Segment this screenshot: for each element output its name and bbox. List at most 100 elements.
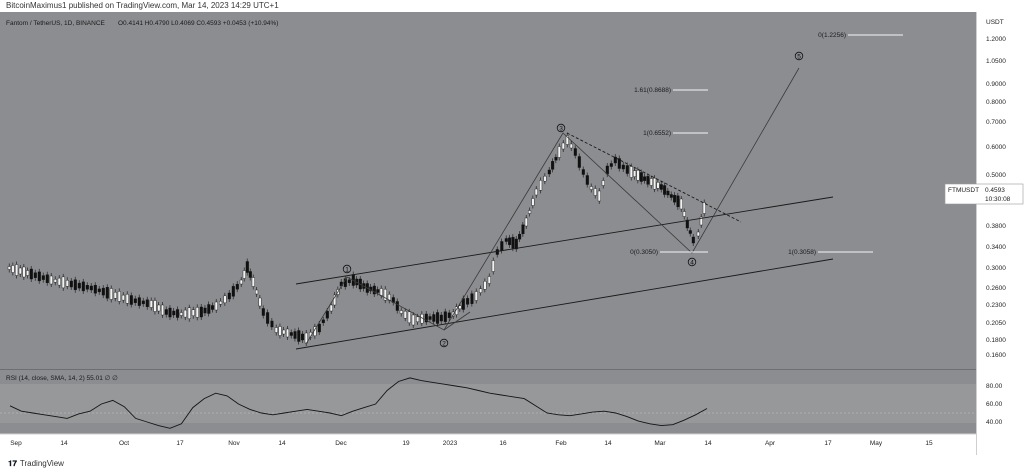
candle-up [11,265,15,273]
time-tick-label: Nov [228,440,240,447]
candle-up [183,309,187,318]
candle-down [297,330,301,342]
candle-down [639,172,643,182]
candle-up [561,142,565,150]
candle-up [179,312,183,316]
price-pane[interactable] [0,12,976,369]
candle-up [53,279,57,283]
candles [7,132,706,346]
tradingview-logo-icon: 𝟏𝟕 [8,459,17,468]
wave-5-marker: 5 [794,51,804,61]
candle-down [176,309,180,318]
candle-down [551,161,555,170]
time-tick-label: 17 [176,440,184,447]
candle-up [149,300,153,308]
candle-down [164,309,168,315]
chart[interactable]: 0(1.2256) 1.61(0.8688) 1(0.6552) 0(0.305… [0,12,1024,455]
candle-down [347,279,351,284]
candle-up [255,289,259,295]
candle-down [69,280,73,288]
candle-up [187,307,191,319]
candle-down [203,307,207,314]
candle-up [61,276,65,289]
time-tick-label: 14 [704,440,712,447]
time-tick-label: May [870,440,883,447]
wave-path [305,67,800,345]
candle-up [121,294,125,301]
ohlc-values: O0.4141 H0.4790 L0.4069 C0.4593 +0.0453 … [118,20,278,27]
candle-down [609,163,613,167]
candle-up [696,231,700,237]
time-axis[interactable] [0,434,976,455]
candle-up [251,277,255,287]
time-tick-label: Oct [119,440,129,447]
candle-down [372,285,376,295]
price-tick-label: 0.2300 [986,302,1006,309]
candle-up [543,175,547,182]
candle-down [666,190,670,196]
publisher-attribution: BitcoinMaximus1 published on TradingView… [0,0,1024,12]
candle-down [466,298,470,305]
candle-down [29,268,33,280]
candle-up [49,275,53,285]
candle-up [7,266,11,270]
candle-up [597,190,601,202]
time-tick-label: 15 [925,440,933,447]
candle-down [235,283,239,290]
candle-down [133,298,137,303]
price-tick-label: 0.1600 [986,352,1006,359]
candle-up [636,170,640,181]
candle-up [258,297,262,307]
candle-up [274,327,278,333]
candle-down [663,185,667,195]
price-tick-label: 0.2050 [986,320,1006,327]
candle-down [547,169,551,175]
rsi-tick-label: 40.00 [986,419,1003,426]
candle-up [125,294,129,304]
candle-up [531,198,535,206]
candle-up [699,216,703,226]
candle-down [443,311,447,322]
candle-up [191,309,195,316]
candle-down [77,282,81,289]
candle-down [500,241,504,251]
rsi-title: RSI (14, close, SMA, 14, 2) 55.01 ∅ ∅ [6,375,118,382]
candle-up [653,177,657,190]
price-tick-label: 0.3400 [986,244,1006,251]
footer: 𝟏𝟕 TradingView [0,455,1024,472]
candle-up [219,300,223,305]
candle-down [613,156,617,164]
price-axis[interactable] [976,12,1024,455]
candle-up [656,182,660,189]
candle-down [85,285,89,290]
candle-up [379,288,383,296]
candle-down [625,165,629,174]
candle-down [573,148,577,156]
candle-down [41,275,45,280]
rsi-tick-label: 60.00 [986,401,1003,408]
candle-down [101,287,105,296]
candle-down [470,293,474,304]
candle-down [521,224,525,235]
candle-down [227,292,231,300]
candle-up [195,307,199,318]
time-tick-label: 14 [604,440,612,447]
candle-up [161,304,165,316]
wave-path-lower [443,311,471,331]
candle-up [565,135,569,145]
rsi-tick-label: 80.00 [986,383,1003,390]
wave-2-marker: 2 [439,338,449,348]
candle-up [109,288,113,300]
current-price-tag: FTMUSDT 0.4593 10:30:08 [944,183,1024,205]
candle-down [37,271,41,282]
candle-down [395,301,399,311]
candle-up [242,270,246,279]
wave-labels: 1 2 3 4 5 [342,51,804,348]
candle-down [137,297,141,306]
fib-label-1: 1(0.6552) [643,130,671,137]
candle-down [617,158,621,169]
price-tick-label: 0.7000 [986,119,1006,126]
candle-down [447,312,451,319]
price-tick-label: 1.0500 [986,58,1006,65]
price-tick-label: 0.5000 [986,172,1006,179]
